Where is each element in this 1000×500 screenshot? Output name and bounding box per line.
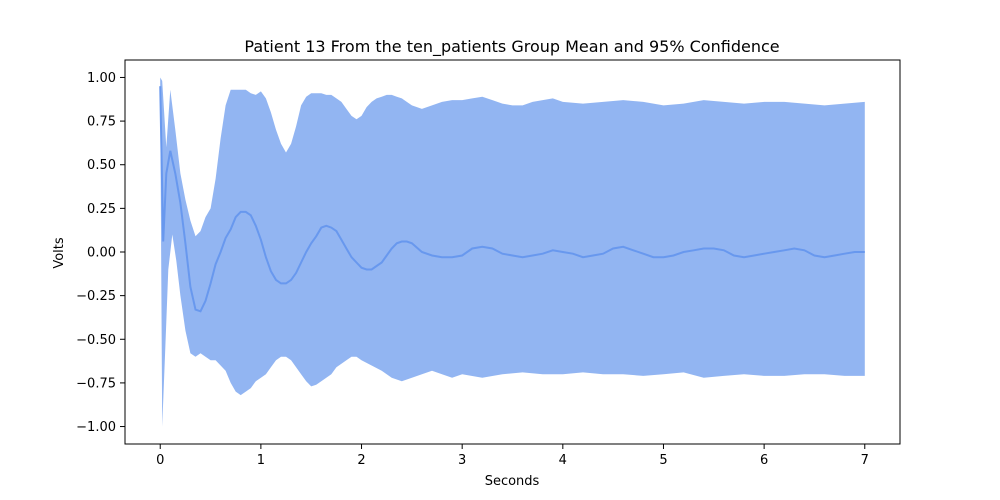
x-tick-label: 0 — [156, 453, 164, 468]
y-tick-label: 0.00 — [87, 246, 116, 261]
x-tick-label: 6 — [760, 453, 768, 468]
x-tick-label: 2 — [357, 453, 365, 468]
y-tick-label: −1.00 — [76, 420, 116, 435]
x-tick-label: 4 — [559, 453, 567, 468]
y-tick-label: −0.50 — [76, 333, 116, 348]
y-tick-label: −0.75 — [76, 376, 116, 391]
chart-title: Patient 13 From the ten_patients Group M… — [244, 37, 779, 57]
y-tick-label: −0.25 — [76, 289, 116, 304]
plot-area — [159, 77, 865, 427]
y-axis-label: Volts — [52, 237, 67, 269]
confidence-band — [160, 77, 865, 427]
x-axis-label: Seconds — [485, 474, 540, 489]
y-tick-label: 0.75 — [87, 115, 116, 130]
x-tick-label: 5 — [659, 453, 667, 468]
mean-line — [159, 86, 865, 313]
y-tick-label: 1.00 — [87, 71, 116, 86]
x-tick-label: 3 — [458, 453, 466, 468]
y-tick-label: 0.50 — [87, 158, 116, 173]
x-tick-label: 1 — [257, 453, 265, 468]
x-axis-ticks: 0 1 2 3 4 5 6 7 — [156, 444, 869, 468]
y-axis-ticks: −1.00 −0.75 −0.50 −0.25 0.00 0.25 0.50 0.75 1.00 — [76, 71, 125, 435]
x-tick-label: 7 — [861, 453, 869, 468]
y-tick-label: 0.25 — [87, 202, 116, 217]
